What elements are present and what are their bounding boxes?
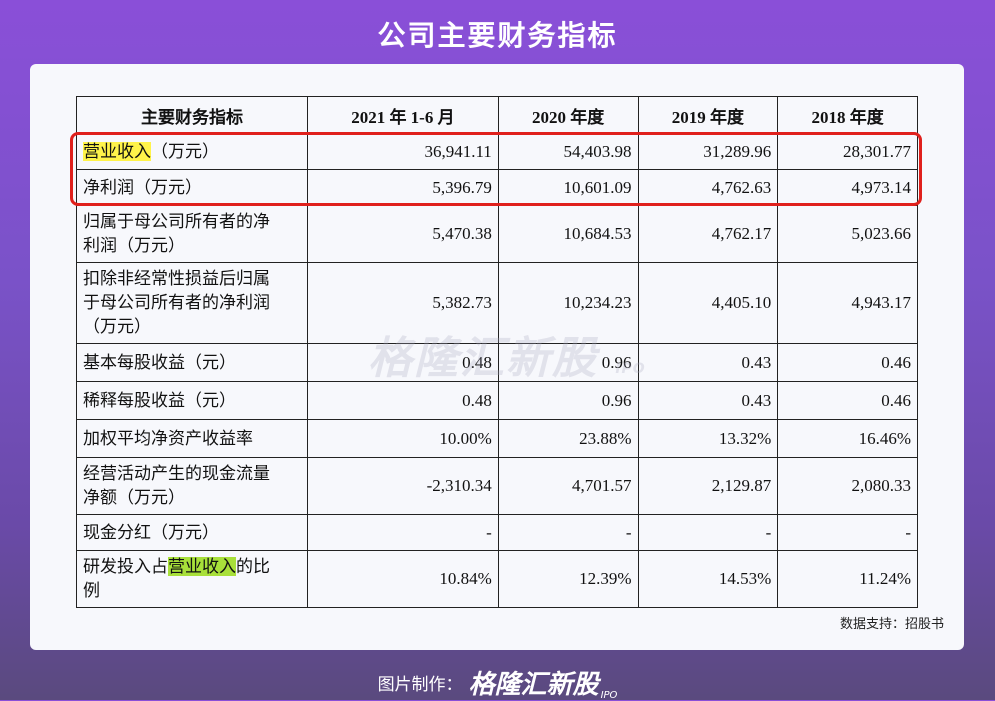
header-indicator: 主要财务指标 [76,96,308,134]
table-cell: 4,762.17 [637,205,779,263]
table-cell: 0.96 [497,381,639,420]
table-cell: - [637,514,779,551]
label-line: 扣除非经常性损益后归属 [83,269,270,288]
table-row: 稀释每股收益（元） 0.48 0.96 0.43 0.46 [76,381,918,420]
label-line: 归属于母公司所有者的净 [83,212,270,231]
table-cell: 5,023.66 [777,205,918,263]
page-title: 公司主要财务指标 [377,19,618,52]
table-cell: - [777,514,918,551]
table-row: 营业收入（万元） 36,941.11 54,403.98 31,289.96 2… [76,133,918,170]
table-cell: 4,701.57 [497,457,639,515]
row-label-adjusted-net-profit: 扣除非经常性损益后归属 于母公司所有者的净利润 （万元） [76,262,308,344]
header-2018: 2018 年度 [777,96,918,134]
highlight-revenue-green: 营业收入 [168,557,236,576]
table-cell: 14.53% [637,550,779,608]
table-cell: 2,129.87 [637,457,779,515]
table-row: 经营活动产生的现金流量 净额（万元） -2,310.34 4,701.57 2,1… [76,457,918,515]
table-cell: 4,943.17 [777,262,918,344]
table-cell: 0.43 [637,343,779,382]
row-label-diluted-eps: 稀释每股收益（元） [76,381,308,420]
row-label-roe: 加权平均净资产收益率 [76,419,308,458]
header-2021h1: 2021 年 1-6 月 [307,96,499,134]
label-line: 于母公司所有者的净利润 [83,293,270,312]
table-cell: 10.84% [307,550,499,608]
table-cell: 5,396.79 [307,169,499,206]
table-cell: 10,684.53 [497,205,639,263]
financial-indicators-table: 主要财务指标 2021 年 1-6 月 2020 年度 2019 年度 2018… [76,96,918,608]
label-line: 利润（万元） [83,236,185,255]
table-cell: 31,289.96 [637,133,779,170]
label-unit: （万元） [134,177,202,197]
table-cell: 10.00% [307,419,499,458]
table-cell: -2,310.34 [307,457,499,515]
table-cell: 4,762.63 [637,169,779,206]
row-label-parent-net-profit: 归属于母公司所有者的净 利润（万元） [76,205,308,263]
footer-ipo: IPO [600,690,618,701]
table-row: 研发投入占营业收入的比例 10.84% 12.39% 14.53% 11.24% [76,550,918,608]
content-card: 主要财务指标 2021 年 1-6 月 2020 年度 2019 年度 2018… [30,64,964,650]
table-cell: 11.24% [777,550,918,608]
table-cell: 4,405.10 [637,262,779,344]
table-cell: 0.43 [637,381,779,420]
table-row: 加权平均净资产收益率 10.00% 23.88% 13.32% 16.46% [76,419,918,458]
source-note: 数据支持：招股书 [839,617,944,632]
table-cell: 10,601.09 [497,169,639,206]
label-line: 经营活动产生的现金流量 [83,464,270,483]
label-line: 研发投入占营业收入的比 [83,555,301,579]
row-label-revenue: 营业收入（万元） [76,133,308,170]
table-cell: 0.46 [777,381,918,420]
footer: 图片制作： 格隆汇新股 IPO [0,664,995,701]
table-cell: - [497,514,639,551]
table-cell: - [307,514,499,551]
label-line: 净额（万元） [83,488,185,507]
table-cell: 10,234.23 [497,262,639,344]
label-text: 净利润 [83,177,134,197]
header-2019: 2019 年度 [637,96,779,134]
table-cell: 0.46 [777,343,918,382]
table-cell: 5,470.38 [307,205,499,263]
table-cell: 16.46% [777,419,918,458]
table-row: 现金分红（万元） - - - - [76,514,918,551]
footer-label: 图片制作： [377,675,463,695]
row-label-operating-cash-flow: 经营活动产生的现金流量 净额（万元） [76,457,308,515]
table-cell: 4,973.14 [777,169,918,206]
table-row: 扣除非经常性损益后归属 于母公司所有者的净利润 （万元） 5,382.73 10,2… [76,262,918,344]
label-text: 研发投入占 [83,557,168,576]
table-cell: 0.96 [497,343,639,382]
label-text: 的比 [236,557,270,576]
table-row: 基本每股收益（元） 0.48 0.96 0.43 0.46 [76,343,918,382]
highlight-revenue: 营业收入 [83,141,151,161]
table-row: 净利润（万元） 5,396.79 10,601.09 4,762.63 4,97… [76,169,918,206]
row-label-net-profit: 净利润（万元） [76,169,308,206]
table-cell: 0.48 [307,381,499,420]
table-cell: 36,941.11 [307,133,499,170]
table-cell: 13.32% [637,419,779,458]
label-unit: （万元） [151,141,219,161]
footer-brand-logo: 格隆汇新股 [468,670,599,700]
label-line: 例 [83,581,100,600]
table-cell: 5,382.73 [307,262,499,344]
row-label-rd-ratio: 研发投入占营业收入的比例 [76,550,308,608]
row-label-basic-eps: 基本每股收益（元） [76,343,308,382]
table-cell: 54,403.98 [497,133,639,170]
header-2020: 2020 年度 [497,96,639,134]
table-cell: 12.39% [497,550,639,608]
table-cell: 2,080.33 [777,457,918,515]
table-row: 归属于母公司所有者的净 利润（万元） 5,470.38 10,684.53 4,7… [76,205,918,263]
table-header-row: 主要财务指标 2021 年 1-6 月 2020 年度 2019 年度 2018… [76,96,918,134]
table-cell: 28,301.77 [777,133,918,170]
row-label-cash-dividend: 现金分红（万元） [76,514,308,551]
table-cell: 23.88% [497,419,639,458]
label-line: （万元） [83,317,151,336]
table-cell: 0.48 [307,343,499,382]
